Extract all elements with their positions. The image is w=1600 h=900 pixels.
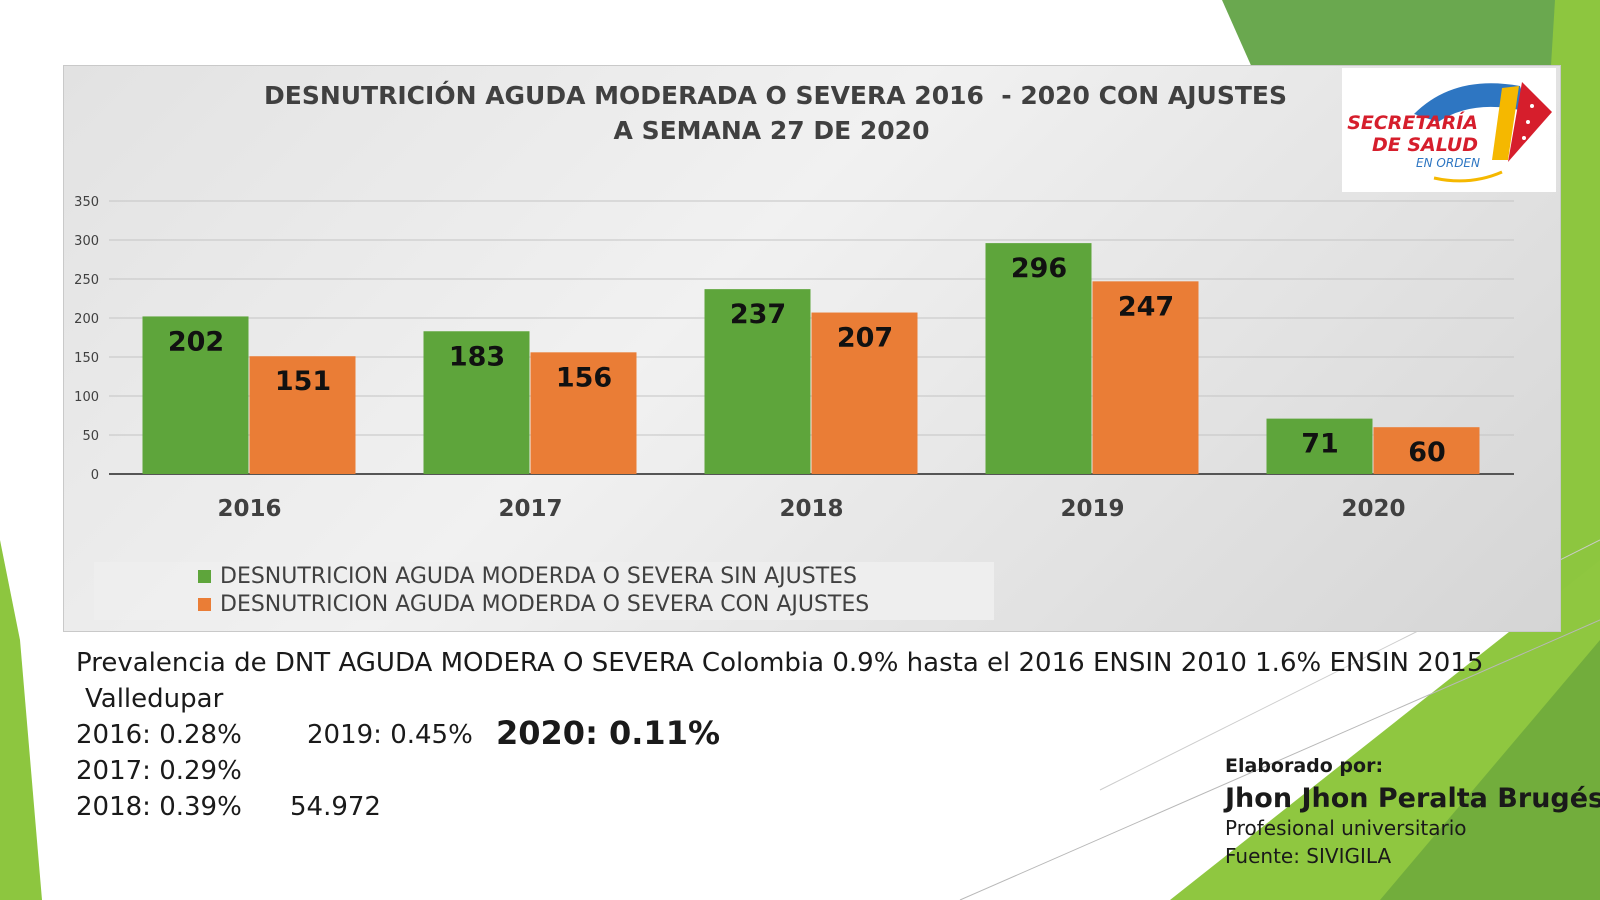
legend-label-sin-ajustes: DESNUTRICION AGUDA MODERDA O SEVERA SIN … xyxy=(220,564,858,589)
bar-value-label: 202 xyxy=(168,326,224,357)
decorative-line xyxy=(959,619,1600,900)
logo-text-line-2: DE SALUD xyxy=(1371,134,1478,156)
secretaria-de-salud-logo: SECRETARÍA DE SALUD EN ORDEN xyxy=(1342,68,1556,192)
y-tick-label: 50 xyxy=(82,429,99,444)
bottom-right-dark-shape xyxy=(1380,640,1600,900)
prevalence-colombia-line: Prevalencia de DNT AGUDA MODERA O SEVERA… xyxy=(76,648,1484,678)
y-tick-label: 250 xyxy=(74,273,99,288)
bar-chart: 0 50 100 150 200 250 300 350 202 151 2016 183 156 201… xyxy=(74,195,1514,522)
y-tick-label: 100 xyxy=(74,390,99,405)
bar xyxy=(704,289,811,474)
prevalence-2019: 2019: 0.45% xyxy=(307,720,473,750)
x-tick-label: 2017 xyxy=(498,496,562,522)
legend-item-sin-ajustes: DESNUTRICION AGUDA MODERDA O SEVERA SIN … xyxy=(198,564,857,589)
author-name: Jhon Jhon Peralta Brugés xyxy=(1225,783,1600,814)
prevalence-2016: 2016: 0.28% xyxy=(76,720,242,750)
logo-yellow-band xyxy=(1492,86,1519,160)
chart-legend: DESNUTRICION AGUDA MODERDA O SEVERA SIN … xyxy=(94,562,994,620)
author-block: Elaborado por: Jhon Jhon Peralta Brugés … xyxy=(1225,755,1600,868)
bar xyxy=(142,316,249,474)
legend-item-con-ajustes: DESNUTRICION AGUDA MODERDA O SEVERA CON … xyxy=(198,592,869,617)
x-tick-label: 2019 xyxy=(1060,496,1124,522)
bar xyxy=(1266,418,1373,474)
bar-value-label: 60 xyxy=(1408,437,1446,468)
logo-blue-arc xyxy=(1414,83,1528,122)
bar-value-label: 207 xyxy=(837,323,893,354)
bar-value-label: 71 xyxy=(1301,429,1339,460)
logo-text-line-1: SECRETARÍA xyxy=(1347,112,1478,134)
author-role: Profesional universitario xyxy=(1225,816,1467,840)
left-edge-green-shape xyxy=(0,540,42,900)
logo-swoosh xyxy=(1433,170,1503,183)
chart-panel: 0 50 100 150 200 250 300 350 202 151 2016 183 156 201… xyxy=(63,65,1561,632)
y-tick-label: 0 xyxy=(91,468,99,483)
bar-value-label: 237 xyxy=(730,299,786,330)
prevalence-2020: 2020: 0.11% xyxy=(496,714,721,752)
x-tick-label: 2016 xyxy=(217,496,281,522)
bar-value-label: 247 xyxy=(1118,291,1174,322)
y-tick-label: 150 xyxy=(74,351,99,366)
bar xyxy=(1373,427,1480,474)
logo-text-line-3: EN ORDEN xyxy=(1416,156,1480,170)
bar xyxy=(1092,281,1199,474)
chart-title-line-2: A SEMANA 27 DE 2020 xyxy=(613,116,930,145)
bar-value-label: 156 xyxy=(556,362,612,393)
legend-swatch-orange xyxy=(198,598,211,611)
bar xyxy=(985,243,1092,474)
x-tick-label: 2018 xyxy=(779,496,843,522)
legend-swatch-green xyxy=(198,570,211,583)
x-tick-label: 2020 xyxy=(1341,496,1405,522)
chart-title: DESNUTRICIÓN AGUDA MODERADA O SEVERA 201… xyxy=(264,78,1287,148)
population-value: 54.972 xyxy=(290,792,381,822)
bar xyxy=(249,356,356,474)
legend-label-con-ajustes: DESNUTRICION AGUDA MODERDA O SEVERA CON … xyxy=(220,592,870,617)
y-tick-label: 300 xyxy=(74,234,99,249)
bar-value-label: 183 xyxy=(449,341,505,372)
prevalence-2017: 2017: 0.29% xyxy=(76,756,242,786)
y-tick-label: 350 xyxy=(74,195,99,210)
prevalence-2018: 2018: 0.39% xyxy=(76,792,242,822)
bar xyxy=(811,312,918,474)
logo-graphic xyxy=(1414,82,1552,183)
y-tick-label: 200 xyxy=(74,312,99,327)
author-label: Elaborado por: xyxy=(1225,755,1384,777)
bar-value-label: 151 xyxy=(275,366,331,397)
author-source: Fuente: SIVIGILA xyxy=(1225,844,1392,868)
bar xyxy=(423,331,530,474)
bar-value-label: 296 xyxy=(1011,253,1067,284)
valledupar-label: Valledupar xyxy=(85,684,224,714)
bar xyxy=(530,352,637,474)
chart-title-line-1: DESNUTRICIÓN AGUDA MODERADA O SEVERA 201… xyxy=(264,81,1287,110)
